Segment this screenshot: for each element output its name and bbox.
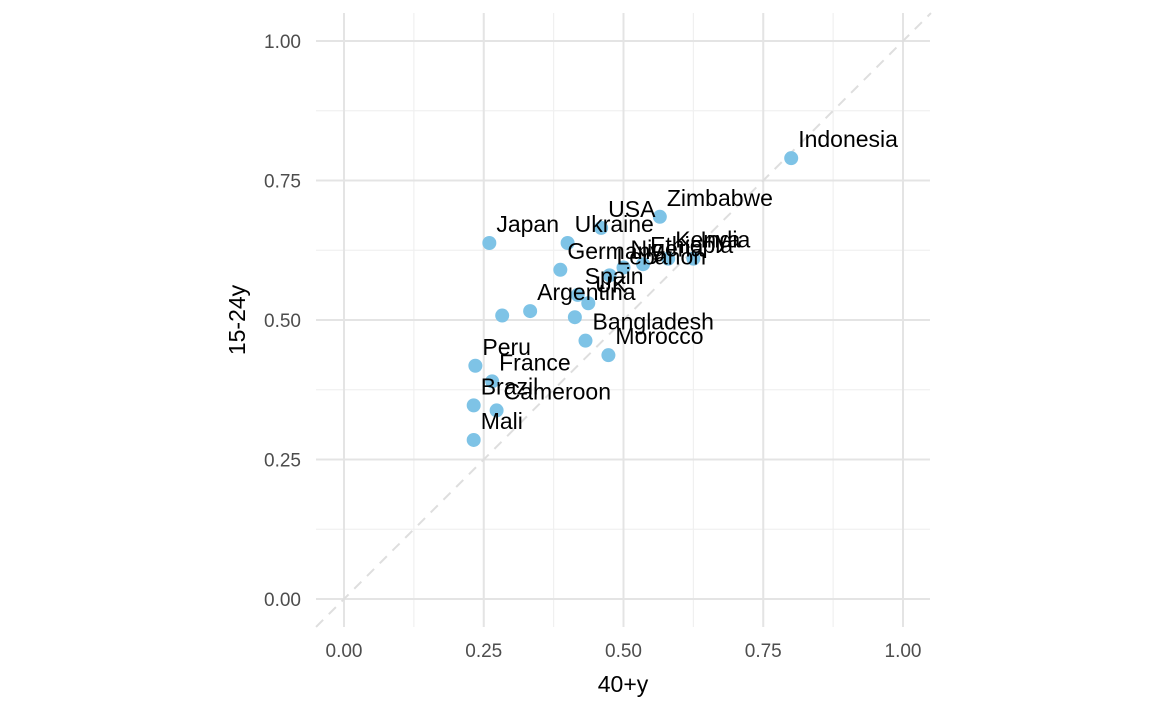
- x-tick-label: 0.00: [326, 641, 363, 662]
- point-label: Japan: [496, 211, 559, 237]
- point-label: Bangladesh: [592, 309, 714, 335]
- point-label: Kenya: [675, 227, 740, 253]
- data-point: [686, 251, 701, 266]
- point-label: Ethiopia: [650, 232, 733, 258]
- x-tick-label: 0.50: [605, 641, 642, 662]
- y-tick-label: 0.25: [264, 451, 301, 472]
- data-point: [567, 310, 582, 325]
- point-label: Zimbabwe: [667, 185, 773, 211]
- x-tick-label: 0.75: [745, 641, 782, 662]
- data-point: [466, 398, 481, 413]
- point-label: France: [499, 349, 571, 375]
- grid: [316, 13, 930, 627]
- data-point: [581, 296, 596, 311]
- data-point: [466, 432, 481, 447]
- y-axis-ticks: 0.00 0.25 0.50 0.75 1.00: [264, 32, 301, 611]
- data-point: [570, 287, 585, 302]
- point-labels: Indonesia Zimbabwe USA Japan Ukraine IndiaKen…: [481, 126, 898, 434]
- data-point: [468, 358, 483, 373]
- point-label: Spain: [585, 263, 644, 289]
- data-point: [485, 374, 500, 389]
- data-point: [601, 348, 616, 363]
- data-point: [489, 403, 504, 418]
- point-label: Peru: [482, 334, 531, 360]
- point-label: Lebanon: [617, 243, 707, 269]
- point-label: Germany: [567, 238, 662, 264]
- point-label: USA: [608, 196, 656, 222]
- data-point: [784, 151, 799, 166]
- x-tick-label: 1.00: [885, 641, 922, 662]
- y-tick-label: 0.50: [264, 311, 301, 332]
- x-tick-label: 0.25: [465, 641, 502, 662]
- y-tick-label: 0.75: [264, 172, 301, 193]
- point-label: Brazil: [481, 373, 539, 399]
- point-label: Argentina: [537, 279, 636, 305]
- point-label: Morocco: [615, 323, 703, 349]
- data-point: [594, 220, 609, 235]
- point-label: Ukraine: [575, 211, 654, 237]
- data-point: [661, 251, 676, 266]
- point-label: Mali: [481, 408, 523, 434]
- reference-line-y-equals-x: [315, 12, 932, 628]
- data-point: [616, 260, 631, 275]
- data-points: [466, 151, 799, 447]
- data-point: [553, 262, 568, 277]
- data-point: [602, 268, 617, 283]
- data-point: [578, 333, 593, 348]
- data-point: [636, 257, 651, 272]
- y-tick-label: 1.00: [264, 32, 301, 53]
- data-point: [482, 235, 497, 250]
- data-point: [523, 304, 538, 319]
- point-label: Cameroon: [504, 378, 611, 404]
- x-axis-ticks: 0.00 0.25 0.50 0.75 1.00: [326, 641, 922, 662]
- data-point: [560, 235, 575, 250]
- data-point: [652, 209, 667, 224]
- x-axis-title: 40+y: [598, 671, 649, 697]
- y-tick-label: 0.00: [264, 590, 301, 611]
- point-label: UK: [595, 271, 628, 297]
- data-point: [495, 308, 510, 323]
- point-label: Indonesia: [798, 126, 898, 152]
- point-label: Nigeria: [631, 236, 704, 262]
- y-axis-title: 15-24y: [224, 284, 250, 355]
- point-label: India: [700, 227, 750, 253]
